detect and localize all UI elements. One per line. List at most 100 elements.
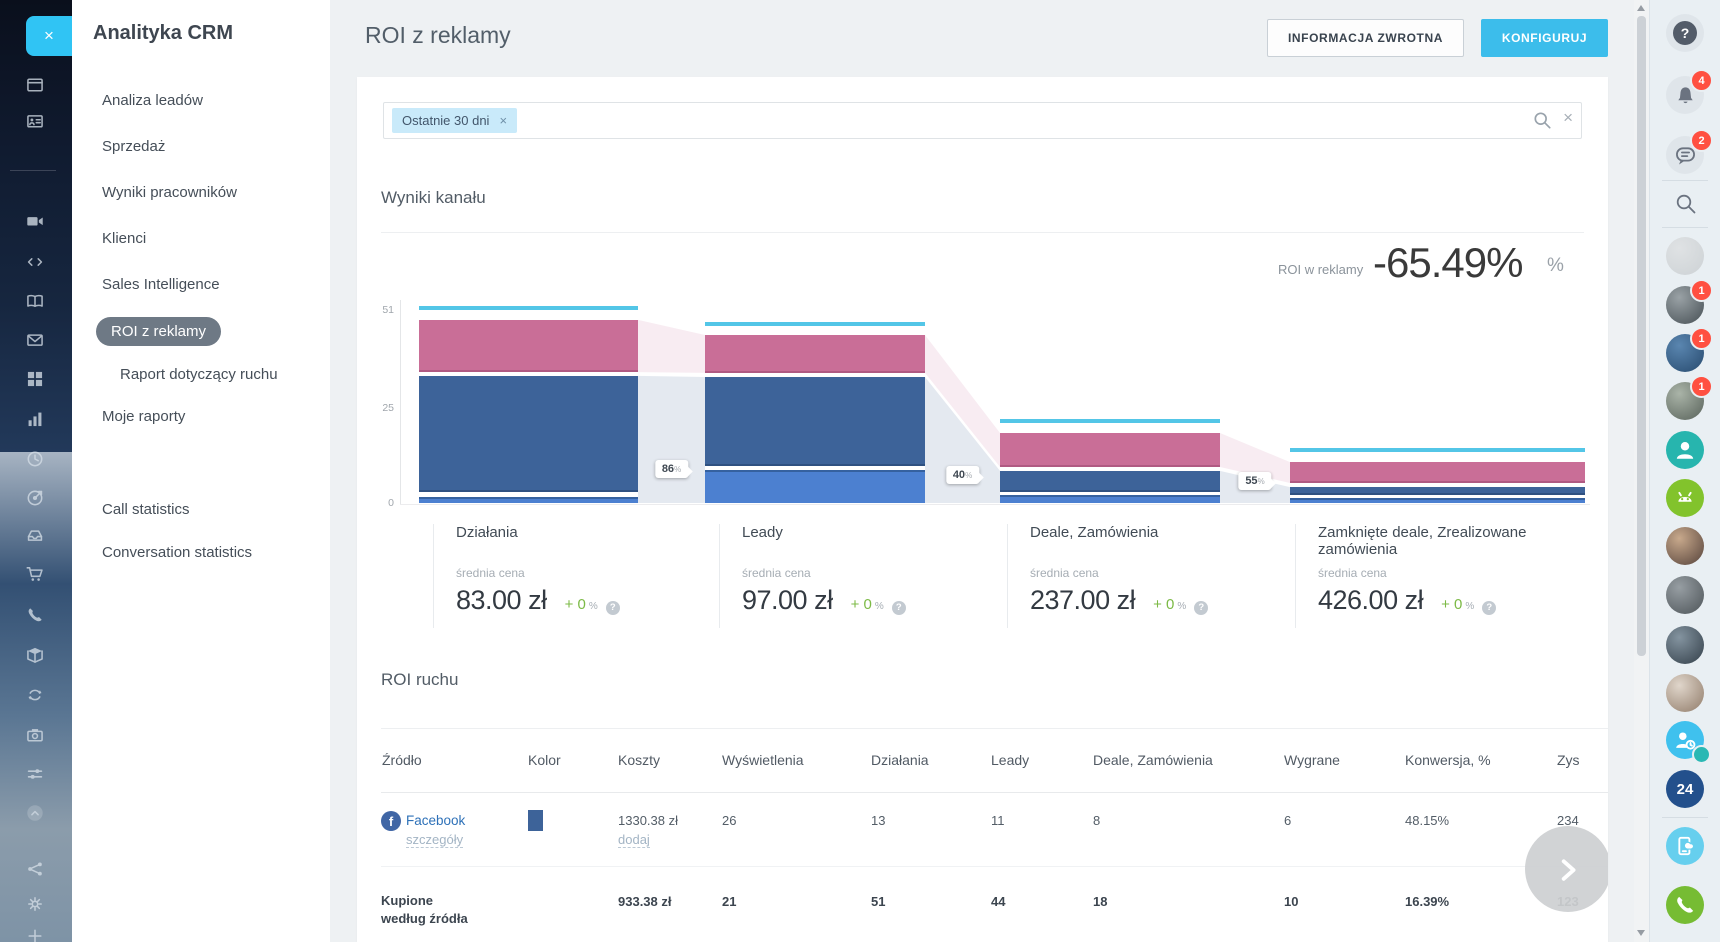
scroll-up-icon[interactable] (1637, 5, 1645, 11)
table-header-3: Koszty (618, 752, 660, 768)
cell-wyswietlenia: 26 (722, 813, 736, 828)
cell-konwersja: 48.15% (1405, 813, 1449, 828)
table-header-2: Kolor (528, 752, 561, 768)
sidebar-item-9[interactable]: Call statistics (102, 501, 190, 518)
scrollbar-thumb[interactable] (1637, 16, 1646, 656)
table-row-divider (381, 866, 1608, 867)
configure-button[interactable]: KONFIGURUJ (1481, 19, 1608, 57)
status-mini-badge (1692, 745, 1711, 764)
marketing-icon[interactable] (23, 486, 47, 510)
user-status-button[interactable] (1666, 721, 1704, 759)
crm-analytics-menu: Analityka CRM Analiza leadów Sprzedaż Wyni… (72, 0, 330, 942)
table-header-4: Wyświetlenia (722, 752, 804, 768)
avatar-user[interactable] (1666, 626, 1704, 664)
rail-divider (1662, 227, 1708, 228)
sidebar-item-10[interactable]: Conversation statistics (102, 544, 252, 561)
avatar-generic-user[interactable] (1666, 431, 1704, 469)
sync-icon[interactable] (23, 683, 47, 707)
cost-add-link[interactable]: dodaj (618, 832, 650, 848)
communication-rail: ?4211124 (1649, 0, 1720, 942)
content-card: Ostatnie 30 dni × × Wyniki kanału ROI w … (357, 77, 1608, 942)
apps-icon[interactable] (23, 367, 47, 391)
time-icon[interactable] (23, 447, 47, 471)
video-icon[interactable] (23, 209, 47, 233)
source-color-swatch (528, 810, 543, 831)
notification-badge: 1 (1690, 375, 1713, 398)
avatar-user[interactable]: 1 (1666, 334, 1704, 372)
add-icon[interactable] (23, 924, 47, 942)
settings-icon[interactable] (23, 892, 47, 916)
network-icon[interactable] (23, 857, 47, 881)
sidebar-item-7[interactable]: Raport dotyczący ruchu (120, 366, 278, 383)
cell-leady: 11 (991, 813, 1005, 828)
collapse-menu-button[interactable]: × (26, 16, 72, 56)
scroll-table-right-button[interactable] (1525, 826, 1608, 912)
totals-cost-value: 933.38 zł (618, 894, 672, 909)
cell-dzialania: 13 (871, 813, 885, 828)
source-details-link[interactable]: szczegóły (406, 832, 463, 848)
sidebar-item-8[interactable]: Moje raporty (102, 408, 185, 425)
developer-icon[interactable] (23, 250, 47, 274)
sites-icon[interactable] (23, 73, 47, 97)
notification-badge: 1 (1690, 327, 1713, 350)
inbox-icon[interactable] (23, 523, 47, 547)
contacts-icon[interactable] (23, 109, 47, 133)
avatar-user[interactable] (1666, 527, 1704, 565)
help-button[interactable]: ? (1666, 14, 1704, 52)
totals-source-label: Kupionewedług źródła (381, 892, 468, 928)
knowledge-base-icon[interactable] (23, 289, 47, 313)
table-header-6: Leady (991, 752, 1029, 768)
table-header-5: Działania (871, 752, 929, 768)
shop-icon[interactable] (23, 562, 47, 586)
avatar-user[interactable]: 1 (1666, 286, 1704, 324)
camera-icon[interactable] (23, 723, 47, 747)
avatar-bot[interactable] (1666, 479, 1704, 517)
scroll-down-icon[interactable] (1637, 930, 1645, 936)
totals-cell-deale: 18 (1093, 894, 1107, 909)
question-icon: ? (1673, 21, 1697, 45)
facebook-icon: f (381, 811, 401, 831)
table-header-9: Konwersja, % (1405, 752, 1491, 768)
totals-cell-konwersja: 16.39% (1405, 894, 1449, 909)
totals-cell-dzialania: 51 (871, 894, 885, 909)
call-button[interactable] (1666, 886, 1704, 924)
app-window: × Analityka CRM Analiza leadów Sprzedaż Wy… (0, 0, 1720, 942)
tune-icon[interactable] (23, 762, 47, 786)
products-icon[interactable] (23, 643, 47, 667)
page-title: ROI z reklamy (365, 22, 511, 49)
feedback-button[interactable]: INFORMACJA ZWROTNA (1267, 19, 1464, 57)
table-header-7: Deale, Zamówienia (1093, 752, 1213, 768)
sidebar-item-4[interactable]: Klienci (102, 230, 146, 247)
mail-icon[interactable] (23, 328, 47, 352)
notification-badge: 4 (1690, 69, 1713, 92)
rail-divider (10, 170, 56, 171)
table-header-10: Zys (1557, 752, 1580, 768)
totals-cell-wyswietlenia: 21 (722, 894, 736, 909)
sidebar-item-6[interactable]: ROI z reklamy (96, 317, 221, 346)
source-link[interactable]: Facebook (406, 813, 465, 828)
cost-value: 1330.38 zł (618, 813, 678, 828)
notification-badge: 1 (1690, 279, 1713, 302)
avatar-user[interactable] (1666, 576, 1704, 614)
telephony-icon[interactable] (23, 603, 47, 627)
menu-title: Analityka CRM (93, 22, 233, 45)
sidebar-item-2[interactable]: Sprzedaż (102, 138, 165, 155)
messenger-button[interactable]: 2 (1666, 136, 1704, 174)
notification-badge: 2 (1690, 129, 1713, 152)
totals-cell-wygrane: 10 (1284, 894, 1298, 909)
search-button[interactable] (1666, 184, 1704, 222)
avatar-user[interactable]: 1 (1666, 382, 1704, 420)
sidebar-item-5[interactable]: Sales Intelligence (102, 276, 220, 293)
collapse-icons-button[interactable] (23, 801, 47, 825)
analytics-icon[interactable] (23, 407, 47, 431)
cell-deale: 8 (1093, 813, 1100, 828)
avatar-empty[interactable] (1666, 237, 1704, 275)
avatar-user[interactable] (1666, 674, 1704, 712)
sidebar-item-1[interactable]: Analiza leadów (102, 92, 203, 109)
bitrix24-logo[interactable]: 24 (1666, 770, 1704, 808)
vertical-scrollbar[interactable] (1634, 0, 1649, 942)
sidebar-item-3[interactable]: Wyniki pracowników (102, 184, 237, 201)
mobile-app-button[interactable] (1666, 827, 1704, 865)
notifications-button[interactable]: 4 (1666, 76, 1704, 114)
cell-wygrane: 6 (1284, 813, 1291, 828)
